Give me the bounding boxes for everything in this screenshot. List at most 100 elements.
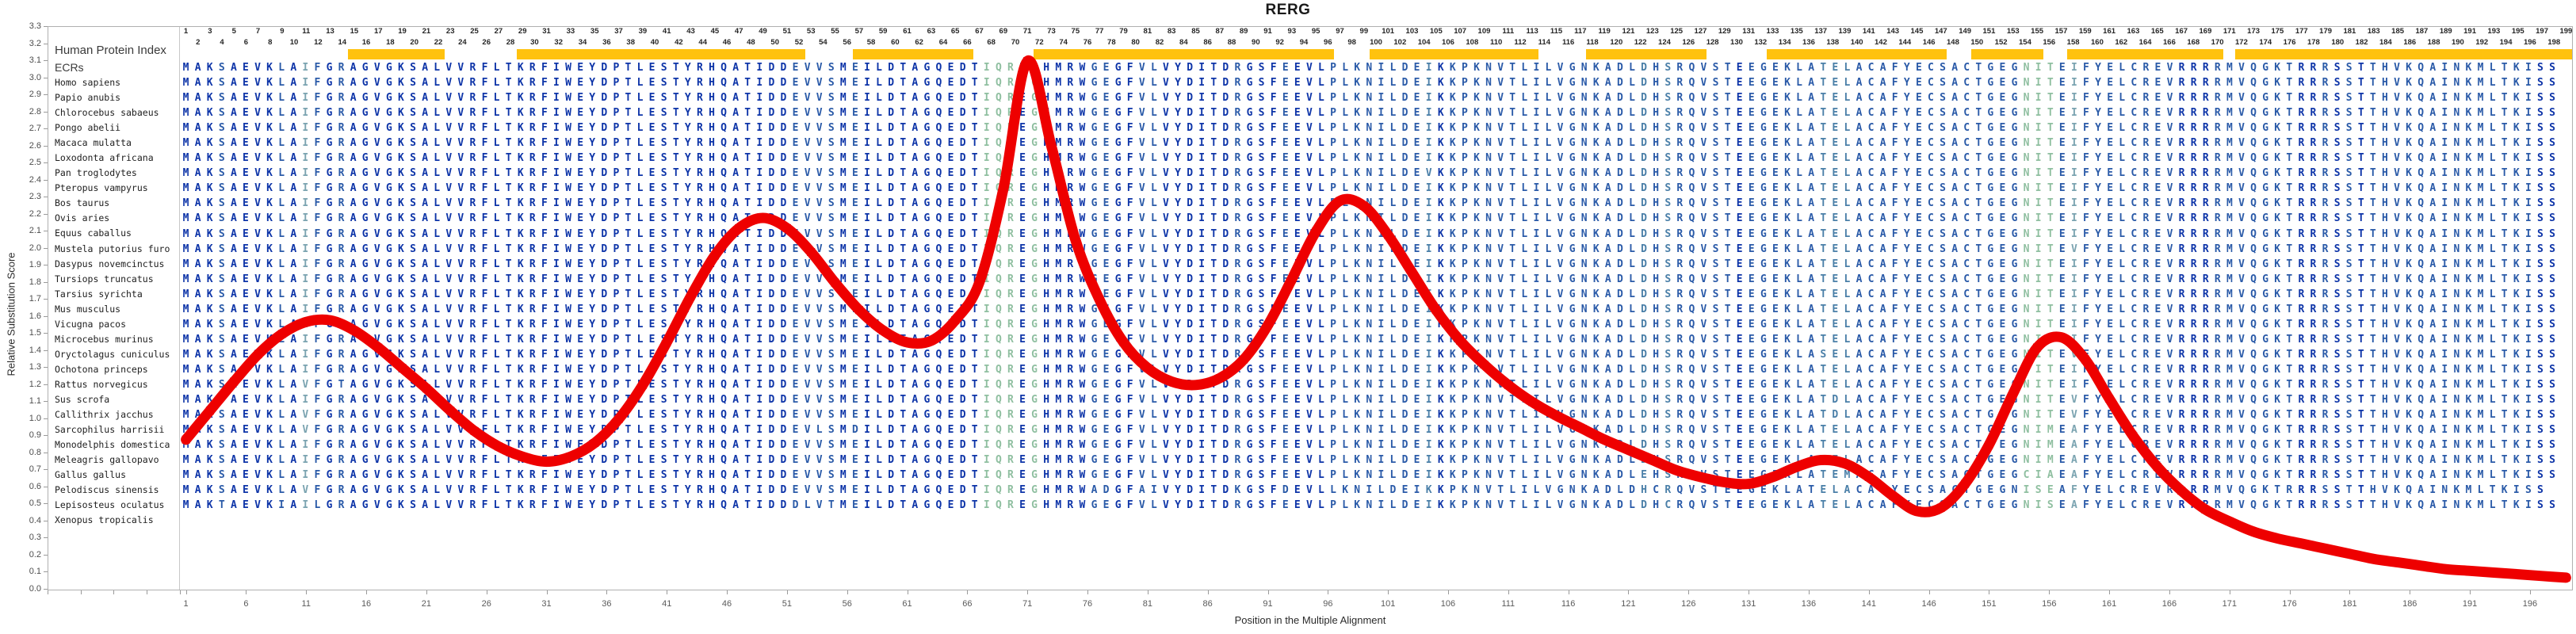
- ruler-position-label: 127: [1694, 27, 1707, 36]
- ruler-position-label: 8: [268, 38, 273, 47]
- ruler-position-label: 138: [1826, 38, 1840, 47]
- ruler-position-label: 106: [1442, 38, 1454, 47]
- ruler-position-label: 6: [243, 38, 249, 47]
- ruler-position-label: 74: [1059, 38, 1068, 47]
- ruler-position-label: 52: [794, 38, 804, 47]
- ruler-position-label: 128: [1706, 38, 1719, 47]
- species-label: Rattus norvegicus: [55, 378, 148, 390]
- y-axis-tick-label: 0.0: [29, 584, 41, 594]
- species-label: Papio anubis: [55, 92, 121, 104]
- x-axis-tick-mark: [1388, 590, 1389, 594]
- x-axis-tick-mark: [546, 590, 548, 594]
- ruler-position-label: 5: [231, 27, 236, 36]
- ruler-position-label: 197: [2536, 27, 2549, 36]
- ruler-position-label: 110: [1489, 38, 1503, 47]
- y-axis-tick-label: 2.0: [29, 243, 41, 253]
- ruler-position-label: 123: [1645, 27, 1659, 36]
- x-axis-tick-mark: [967, 590, 969, 594]
- ruler-position-label: 1: [183, 27, 189, 36]
- y-axis-tick-mark: [44, 469, 48, 471]
- y-axis-tick-mark: [44, 384, 48, 385]
- species-label: Loxodonta africana: [55, 152, 154, 164]
- x-axis-tick-mark: [2169, 590, 2170, 594]
- ruler-position-label: 174: [2259, 38, 2272, 47]
- ruler-position-label: 121: [1622, 27, 1635, 36]
- ruler-position-label: 169: [2199, 27, 2212, 36]
- x-axis-tick-mark: [246, 590, 247, 594]
- ruler-position-label: 178: [2307, 38, 2320, 47]
- ruler-position-label: 164: [2138, 38, 2152, 47]
- ruler-position-label: 186: [2403, 38, 2417, 47]
- ruler-position-label: 190: [2451, 38, 2464, 47]
- ruler-position-label: 191: [2463, 27, 2477, 36]
- y-axis-tick-label: 0.2: [29, 549, 41, 560]
- ruler-position-label: 83: [1167, 27, 1176, 36]
- ruler-position-label: 75: [1071, 27, 1080, 36]
- ruler-position-label: 93: [1287, 27, 1297, 36]
- ruler-position-label: 156: [2043, 38, 2056, 47]
- x-axis-tick-label: 16: [361, 599, 372, 609]
- x-axis-tick-label: 116: [1561, 599, 1576, 609]
- species-label: Vicugna pacos: [55, 318, 127, 330]
- ruler-position-label: 79: [1119, 27, 1128, 36]
- x-axis-tick-mark: [606, 590, 608, 594]
- y-axis-tick-mark: [44, 299, 48, 300]
- ruler-position-label: 12: [314, 38, 323, 47]
- ruler-position-label: 39: [638, 27, 648, 36]
- x-axis-tick-label: 156: [2042, 599, 2057, 609]
- y-axis-tick-label: 1.1: [29, 396, 41, 407]
- x-axis-tick-mark: [2109, 590, 2111, 594]
- species-label: Ochotona princeps: [55, 363, 148, 375]
- ruler-position-label: 112: [1514, 38, 1527, 47]
- y-axis-tick-label: 0.4: [29, 515, 41, 525]
- ruler-position-label: 163: [2127, 27, 2140, 36]
- x-axis-tick-mark: [1868, 590, 1870, 594]
- ruler-position-label: 32: [554, 38, 564, 47]
- x-axis-tick-label: 161: [2101, 599, 2117, 609]
- x-axis-tick-mark: [366, 590, 368, 594]
- ruler-position-label: 26: [482, 38, 491, 47]
- x-axis-tick-label: 26: [481, 599, 491, 609]
- ruler-position-label: 99: [1359, 27, 1369, 36]
- x-axis-tick-label: 186: [2402, 599, 2417, 609]
- ruler-position-label: 15: [350, 27, 359, 36]
- x-axis-tick-mark: [1027, 590, 1029, 594]
- y-axis-tick-label: 2.8: [29, 106, 41, 116]
- ruler-position-label: 117: [1574, 27, 1587, 36]
- ruler-position-label: 184: [2379, 38, 2392, 47]
- y-axis-tick-mark: [44, 179, 48, 181]
- x-axis-tick-label: 126: [1681, 599, 1696, 609]
- ruler-position-label: 111: [1502, 27, 1515, 36]
- y-axis-tick-mark: [44, 571, 48, 573]
- y-axis-tick-label: 2.7: [29, 124, 41, 134]
- x-axis-tick-label: 191: [2462, 599, 2478, 609]
- ruler-position-label: 3: [208, 27, 212, 36]
- ruler-position-label: 196: [2523, 38, 2536, 47]
- species-label: Homo sapiens: [55, 77, 121, 88]
- species-label: Meleagris gallopavo: [55, 454, 159, 466]
- x-axis-tick-label: 196: [2522, 599, 2538, 609]
- x-axis-tick-label: 86: [1202, 599, 1213, 609]
- ruler-position-label: 59: [878, 27, 888, 36]
- ruler-position-label: 95: [1311, 27, 1320, 36]
- species-label: Lepisosteus oculatus: [55, 499, 165, 511]
- ruler-position-label: 159: [2078, 27, 2092, 36]
- ruler-position-label: 149: [1959, 27, 1972, 36]
- ruler-position-label: 87: [1215, 27, 1225, 36]
- ruler-position-label: 63: [927, 27, 936, 36]
- species-label: Ovis aries: [55, 212, 110, 224]
- ruler-position-label: 114: [1538, 38, 1550, 47]
- ruler-position-label: 57: [854, 27, 864, 36]
- ruler-position-label: 7: [255, 27, 261, 36]
- ruler-position-label: 160: [2091, 38, 2104, 47]
- y-axis-tick-label: 1.8: [29, 277, 41, 287]
- ruler-position-label: 142: [1875, 38, 1887, 47]
- ruler-position-label: 25: [470, 27, 479, 36]
- x-axis-tick-mark: [1267, 590, 1269, 594]
- ruler-position-label: 172: [2235, 38, 2248, 47]
